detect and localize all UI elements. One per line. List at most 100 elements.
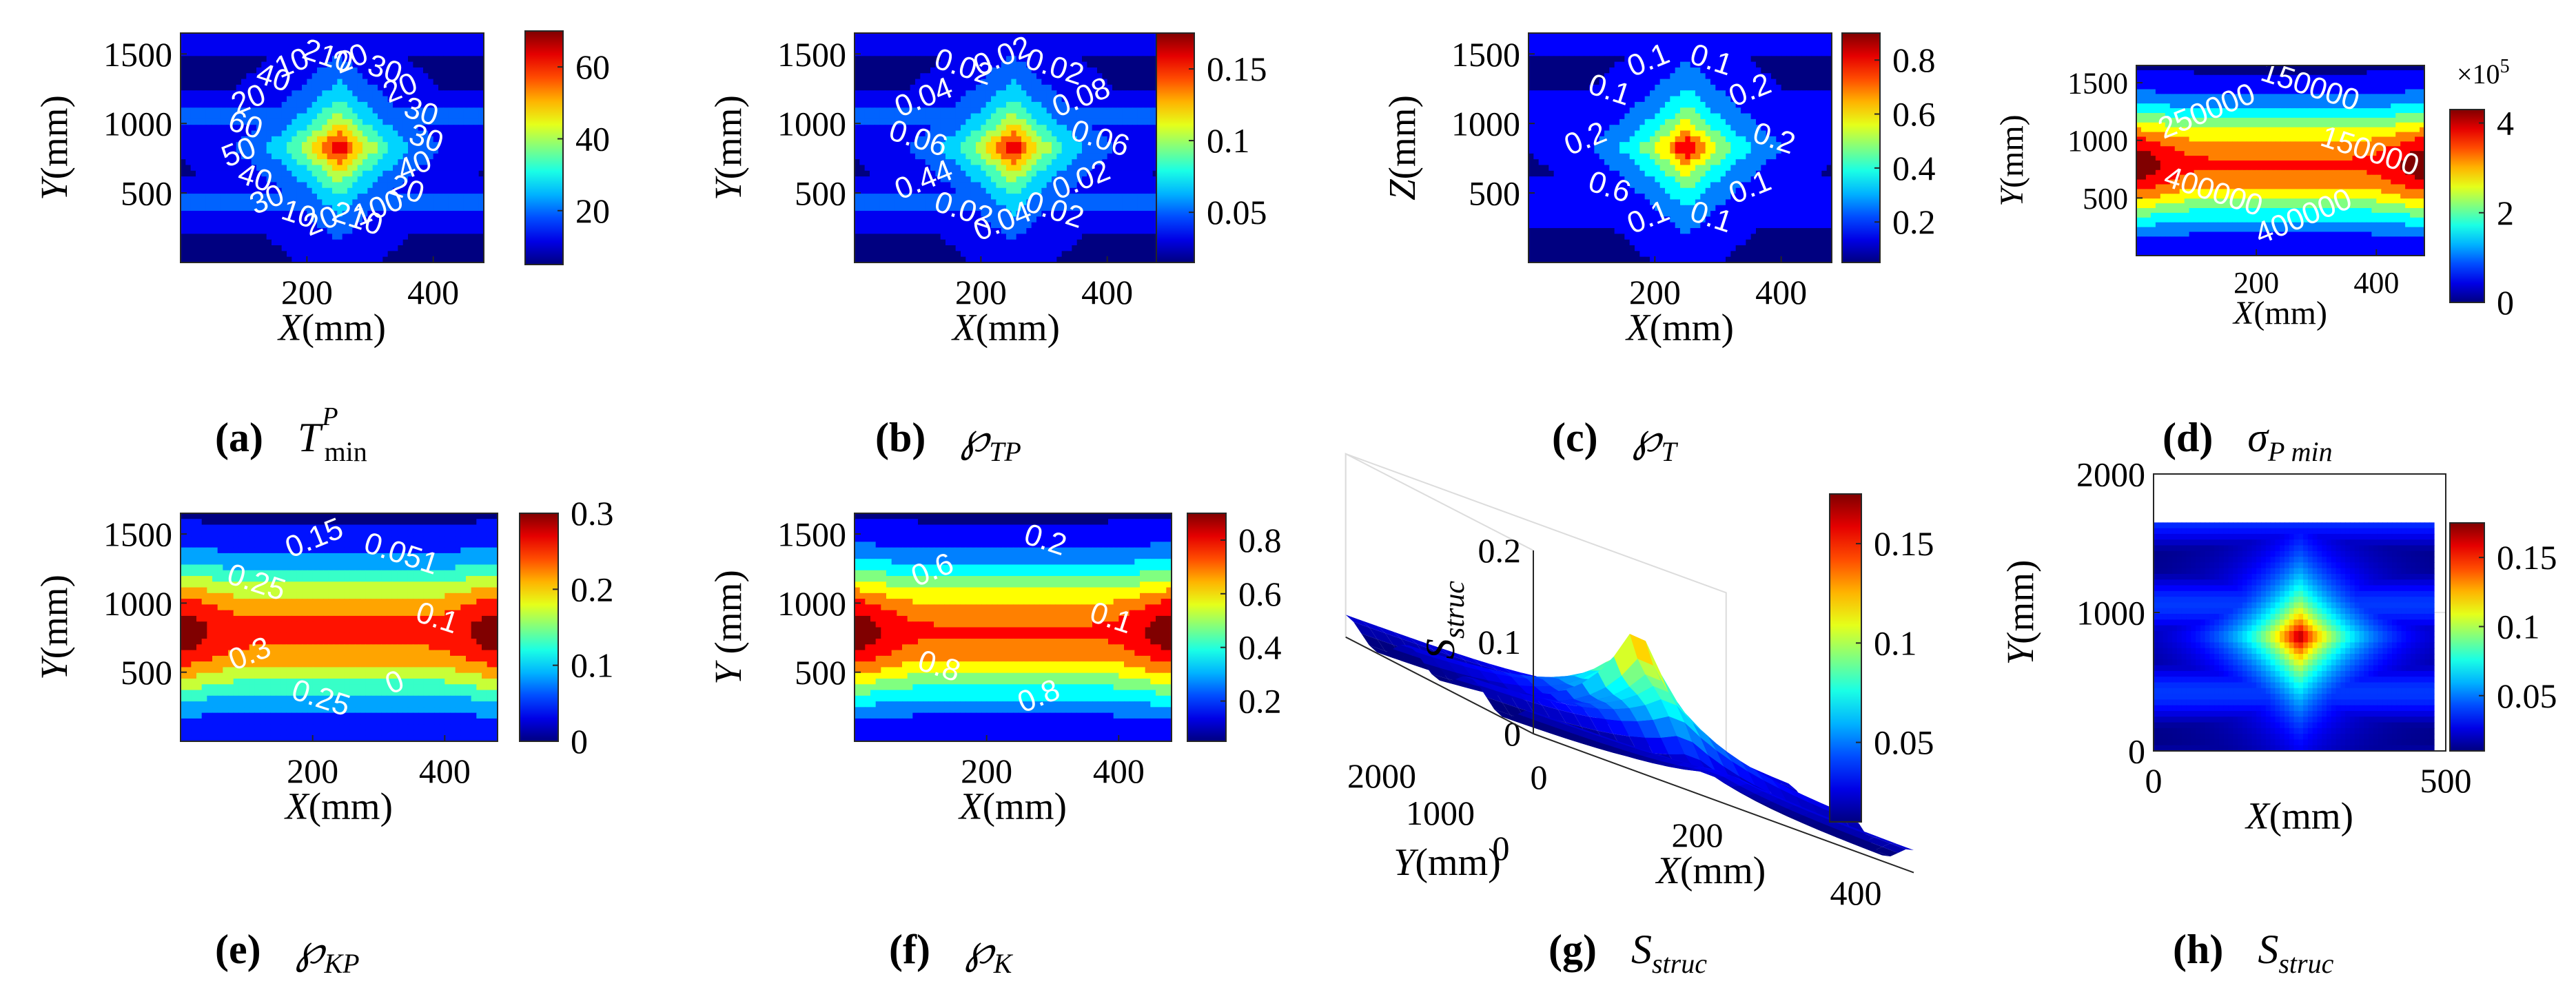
- x-tick-label: 400: [407, 273, 459, 311]
- contour-field-c: [1529, 33, 1832, 263]
- axes-box: [2136, 65, 2425, 256]
- colorbar-tick-label: 0.15: [1874, 524, 1934, 563]
- y-tick-label: 500: [2083, 182, 2128, 216]
- colorbar-tick-label: 0.2: [1238, 682, 1282, 721]
- contour-field-f: [855, 513, 1172, 742]
- y-tick-label: 500: [121, 174, 172, 213]
- panel-a: 3040201002102010304050602040102102030203…: [33, 32, 484, 349]
- x-tick-label: 200: [1629, 273, 1681, 311]
- x-axis-label: X(mm): [1625, 307, 1734, 349]
- y-axis-label: Y(mm): [33, 575, 75, 680]
- colorbar-tick-label: 20: [575, 192, 610, 230]
- axes-box: [854, 513, 1172, 742]
- colorbar-tick-label: 0.1: [1207, 121, 1250, 160]
- colorbar-tick-label: 0.8: [1892, 41, 1936, 79]
- y-tick-label: 2000: [2076, 455, 2145, 494]
- colorbar-tick-label: 40: [575, 119, 610, 158]
- colorbar-tick-label: 0.4: [1238, 628, 1282, 667]
- colorbar-tick-label: 0.1: [1874, 623, 1917, 662]
- y-tick-label: 1500: [777, 35, 846, 74]
- colorbar-tick-label: 0.1: [2497, 607, 2540, 646]
- axes-box: [1528, 32, 1832, 263]
- y-tick-label: 2000: [1347, 756, 1416, 795]
- x-axis-label: X(mm): [951, 307, 1060, 349]
- x-tick-label: 200: [287, 752, 338, 790]
- contour-field-b: [855, 33, 1158, 263]
- y-tick-label: 1500: [103, 35, 172, 74]
- x-axis-label: X(mm): [958, 785, 1067, 827]
- x-axis-label: X(mm): [2232, 295, 2327, 331]
- z-tick-label: 0: [1504, 714, 1521, 753]
- x-tick-label: 200: [2233, 266, 2279, 300]
- x-tick-label: 400: [1755, 273, 1807, 311]
- colorbar-b: 0.05 0.1 0.15: [1156, 32, 1267, 263]
- z-tick-label: 0.2: [1478, 531, 1522, 570]
- y-tick-label: 1000: [1451, 105, 1520, 143]
- x-tick-label: 200: [955, 273, 1007, 311]
- panel-b: 0.060.020.020.040.020.440.060.040.020.02…: [707, 29, 1158, 349]
- y-tick-label: 0: [1493, 829, 1510, 867]
- colorbar-tick-label: 0.1: [571, 646, 614, 685]
- colorbar-e: 0 0.1 0.2 0.3: [519, 494, 614, 761]
- y-axis-label: Z(mm): [1381, 95, 1423, 200]
- colorbar-tick-label: 0: [2497, 283, 2514, 322]
- x-tick-label: 200: [281, 273, 333, 311]
- x-tick-label: 400: [1830, 874, 1882, 912]
- x-tick-label: 500: [2420, 761, 2472, 800]
- caption-e: (e) ℘KP: [215, 927, 360, 979]
- x-tick-label: 200: [961, 752, 1012, 790]
- colorbar-tick-label: 0.2: [1892, 203, 1936, 241]
- y-tick-label: 1500: [103, 515, 172, 554]
- y-axis-label: Y(mm): [1393, 841, 1501, 884]
- caption-f: (f) ℘K: [889, 927, 1014, 979]
- x-tick-label: 0: [1531, 758, 1548, 796]
- colorbar-c: 0.2 0.4 0.6 0.8: [1841, 32, 1936, 263]
- colorbar-tick-label: 0.4: [1892, 149, 1936, 187]
- z-axis-label: Sstruc: [1418, 581, 1471, 659]
- colorbar-tick-label: 60: [575, 48, 610, 86]
- colorbar-tick-label: 0.6: [1238, 575, 1282, 613]
- contour-field-a: [181, 33, 484, 263]
- y-tick-label: 1500: [777, 515, 846, 554]
- y-tick-label: 1000: [777, 584, 846, 623]
- colorbar-tick-label: 0.15: [1207, 50, 1267, 88]
- x-tick-label: 200: [1672, 816, 1724, 854]
- y-tick-label: 500: [1469, 174, 1520, 213]
- colorbar-tick-label: 4: [2497, 104, 2514, 143]
- y-tick-label: 1000: [777, 105, 846, 143]
- y-tick-label: 500: [121, 653, 172, 692]
- colorbar-tick-label: 0.05: [1207, 193, 1267, 231]
- contour-field-e: [181, 513, 498, 742]
- y-axis-label: Y(mm): [707, 95, 749, 200]
- colorbar-d: 0 2 4 ×105: [2449, 56, 2514, 322]
- y-tick-label: 500: [795, 653, 846, 692]
- colorbar-tick-label: 0.8: [1238, 521, 1282, 559]
- y-axis-label: Y(mm): [33, 95, 75, 200]
- x-axis-label: X(mm): [284, 785, 393, 827]
- y-tick-label: 0: [2128, 732, 2145, 771]
- colorbar-tick-label: 0.2: [571, 570, 614, 608]
- colorbar-tick-label: 0.05: [1874, 723, 1934, 762]
- x-tick-label: 0: [2145, 761, 2163, 800]
- y-tick-label: 1500: [1451, 35, 1520, 74]
- y-tick-label: 1000: [2076, 594, 2145, 632]
- y-tick-label: 1500: [2067, 66, 2128, 100]
- colorbar-tick-label: 2: [2497, 194, 2514, 232]
- x-tick-label: 400: [419, 752, 471, 790]
- y-tick-label: 1000: [103, 584, 172, 623]
- colorbar-tick-label: 0.6: [1892, 95, 1936, 134]
- contour-field-h: [2154, 522, 2435, 752]
- caption-g: (g) Sstruc: [1548, 927, 1707, 979]
- axes-box: [180, 513, 498, 742]
- colorbar-exponent: ×105: [2457, 56, 2510, 90]
- panel-h: 0 500 0 1000 2000 X(mm) Y(mm): [1999, 455, 2472, 837]
- x-axis-label: X(mm): [2245, 795, 2353, 837]
- colorbar-h: 0.05 0.1 0.15: [2449, 522, 2557, 752]
- x-tick-label: 400: [1081, 273, 1133, 311]
- caption-c: (c) ℘T: [1552, 415, 1678, 467]
- x-axis-label: X(mm): [1655, 849, 1766, 892]
